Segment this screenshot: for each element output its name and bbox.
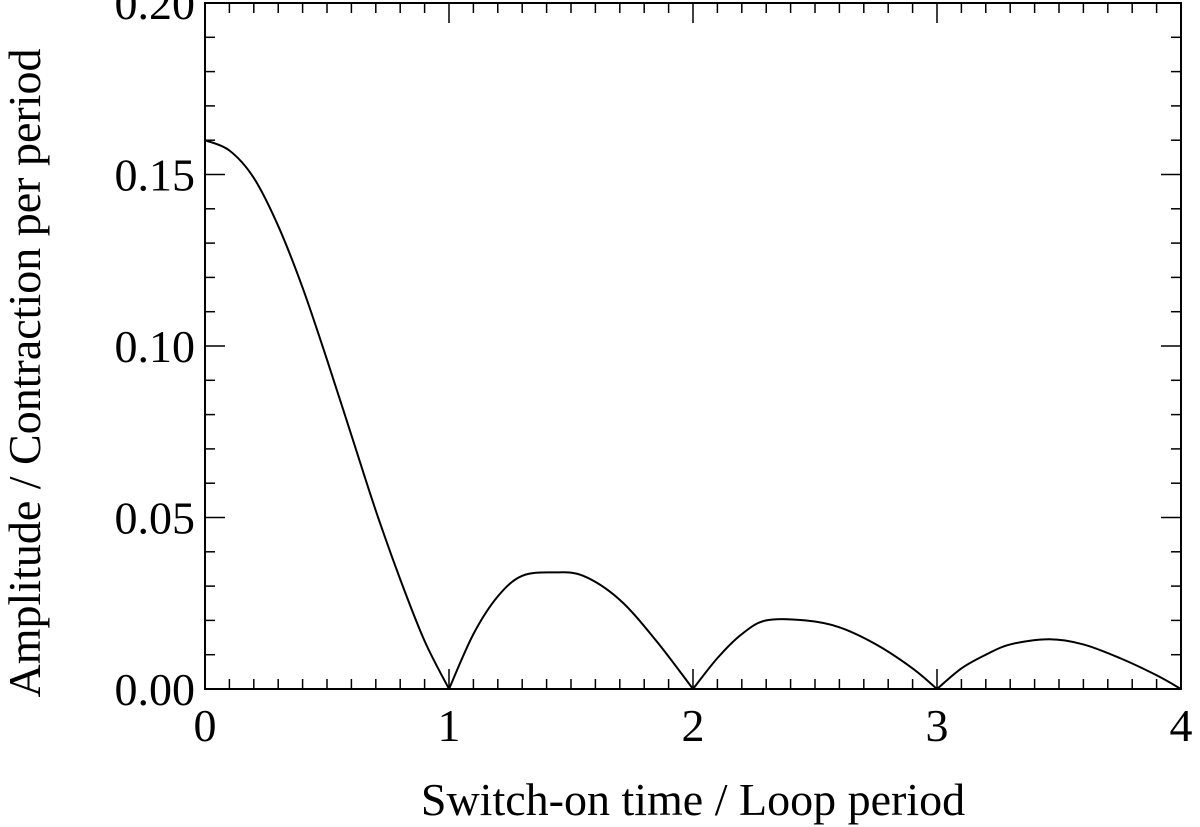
x-tick-label: 2 bbox=[682, 700, 705, 751]
y-tick-label: 0.15 bbox=[115, 150, 196, 201]
y-tick-label: 0.20 bbox=[115, 0, 196, 29]
plot-frame bbox=[204, 2, 1182, 690]
x-tick-label: 1 bbox=[438, 700, 461, 751]
x-tick-label: 3 bbox=[926, 700, 949, 751]
y-tick-label: 0.05 bbox=[115, 493, 196, 544]
x-tick-label: 4 bbox=[1170, 700, 1193, 751]
x-tick-label: 0 bbox=[194, 700, 217, 751]
plot-area: 0 1 2 3 4 0.00 0.05 0.10 0.15 0.20 bbox=[115, 0, 1193, 751]
y-tick-label: 0.00 bbox=[115, 664, 196, 715]
x-axis-label: Switch-on time / Loop period bbox=[421, 774, 965, 825]
y-axis-label: Amplitude / Contraction per period bbox=[0, 49, 50, 698]
series-line bbox=[204, 139, 1182, 690]
y-tick-label: 0.10 bbox=[115, 321, 196, 372]
